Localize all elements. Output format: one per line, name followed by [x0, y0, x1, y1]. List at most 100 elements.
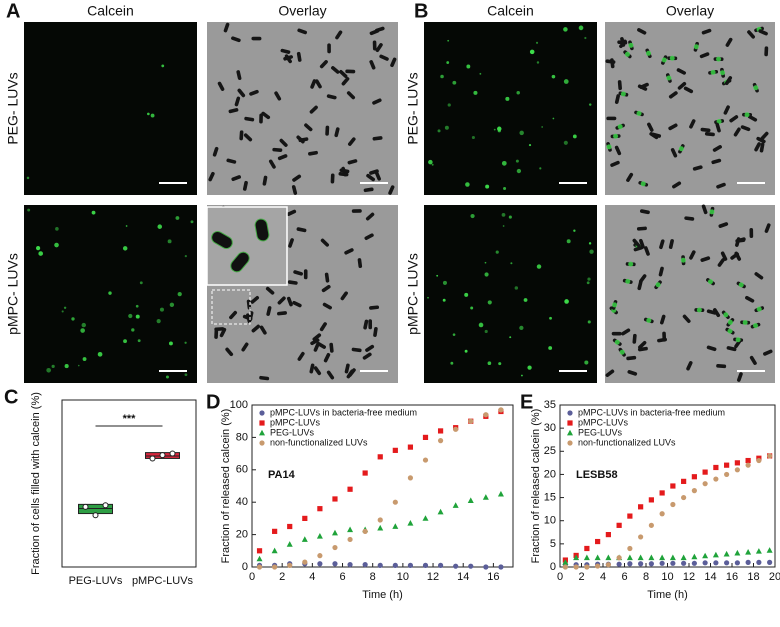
bacterium: [208, 171, 215, 182]
x-tick-label: PEG-LUVs: [69, 575, 123, 587]
legend-marker: [259, 429, 265, 436]
fluorescent-spot: [161, 64, 165, 68]
fluorescent-spot: [655, 282, 661, 288]
x-tick-label: 12: [427, 571, 439, 583]
bacterium: [309, 363, 315, 374]
fluorescent-spot: [735, 337, 741, 343]
fluorescent-spot: [498, 362, 502, 366]
x-tick-label: 6: [621, 571, 627, 583]
data-point: [256, 548, 263, 554]
data-point: [648, 561, 654, 567]
fluorescent-spot: [495, 250, 499, 254]
bacterium: [720, 251, 728, 261]
data-point: [468, 418, 474, 424]
bacterium: [277, 296, 286, 305]
data-point: [347, 486, 353, 492]
bacterium: [686, 361, 693, 371]
data-point: [724, 560, 730, 566]
fluorescent-spot: [54, 242, 59, 248]
bacterium: [651, 132, 662, 138]
legend-marker: [567, 440, 573, 446]
fluorescent-spot: [177, 292, 182, 297]
panel-label: C: [4, 386, 18, 408]
data-point: [149, 455, 156, 462]
data-point: [437, 508, 444, 515]
bacterium: [319, 322, 327, 332]
bacterium: [684, 216, 695, 221]
bacterium: [262, 175, 268, 186]
data-point: [347, 526, 354, 533]
data-point: [377, 454, 383, 460]
y-tick-label: 80: [236, 431, 248, 443]
bacterium: [759, 142, 765, 153]
fluorescent-spot: [55, 227, 59, 231]
data-point: [317, 561, 323, 567]
bacterium: [351, 209, 362, 213]
bacterium: [296, 135, 305, 144]
bacterium: [660, 314, 666, 325]
bacterium: [319, 60, 328, 69]
data-point: [767, 559, 773, 565]
x-tick-label: 10: [397, 571, 409, 583]
data-point: [691, 553, 698, 560]
bacterium: [366, 173, 376, 182]
fluorescent-spot: [588, 103, 592, 106]
data-point: [627, 561, 633, 567]
fluorescent-spot: [464, 292, 469, 297]
bacterium: [296, 227, 307, 233]
fluorescent-spot: [466, 64, 471, 69]
fluorescent-spot: [753, 85, 759, 91]
fluorescent-spot: [497, 126, 502, 132]
bacterium: [288, 238, 294, 248]
bacterium: [259, 375, 270, 381]
fluorescent-spot: [484, 272, 489, 277]
y-tick-label: 15: [544, 491, 556, 503]
fluorescent-spot: [529, 49, 535, 55]
bacterium: [304, 123, 313, 132]
bacterium: [372, 40, 377, 51]
data-point: [407, 562, 414, 568]
bacterium: [632, 333, 637, 344]
bacterium: [701, 204, 708, 215]
bacterium: [668, 123, 678, 131]
bacterium: [214, 328, 219, 339]
bacterium: [763, 349, 773, 356]
data-point: [756, 457, 762, 464]
fluorescent-spot: [617, 124, 623, 130]
x-tick-label: 0: [249, 571, 255, 583]
bacterium: [225, 347, 234, 357]
x-tick-label: 0: [557, 571, 563, 583]
data-point: [638, 561, 644, 567]
bacterium: [314, 79, 322, 89]
data-point: [159, 452, 166, 459]
bacterium: [747, 114, 758, 122]
fluorescent-spot: [693, 44, 699, 50]
data-point: [702, 481, 708, 487]
y-tick-label: 10: [544, 515, 556, 527]
fluorescent-spot: [168, 341, 173, 346]
bacterium: [620, 37, 626, 47]
bacterium: [668, 91, 678, 99]
bacterium: [647, 122, 654, 132]
bacterium: [338, 172, 349, 177]
fluorescent-spot: [51, 364, 55, 368]
data-point: [331, 529, 338, 536]
overlay-image: [605, 22, 775, 195]
data-point: [301, 536, 308, 542]
data-point: [691, 474, 697, 480]
bacterium: [677, 81, 687, 90]
bacterium: [242, 180, 248, 191]
fluorescent-spot: [563, 27, 568, 32]
column-header: Overlay: [278, 3, 326, 19]
bacterium: [312, 333, 322, 341]
x-tick-label: pMPC-LUVs: [132, 575, 194, 587]
bacterium: [735, 238, 746, 243]
fluorescent-spot: [509, 336, 512, 339]
bacterium: [369, 305, 380, 310]
fluorescent-spot: [46, 367, 51, 373]
legend-marker: [567, 420, 573, 426]
fluorescent-spot: [519, 325, 524, 331]
fluorescent-spot: [738, 282, 744, 288]
data-point: [691, 488, 697, 494]
data-point: [256, 555, 263, 562]
